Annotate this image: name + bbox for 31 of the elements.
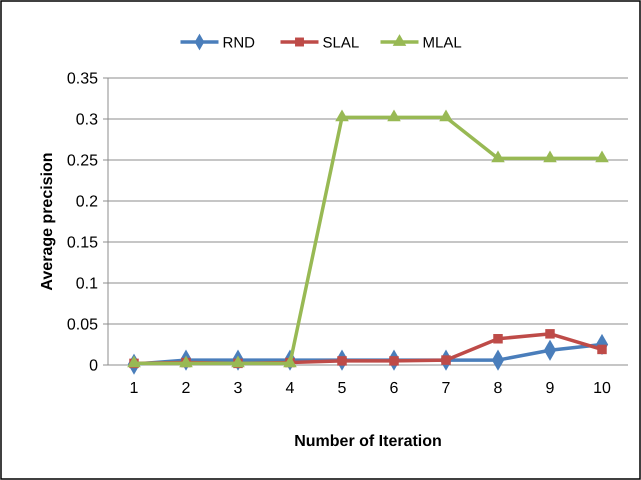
x-axis-title: Number of Iteration [294,433,442,450]
point [387,110,401,122]
y-tick-label: 0.15 [66,234,98,252]
legend-label: SLAL [322,34,360,52]
y-tick-label: 0.35 [66,70,98,88]
point [543,150,557,162]
x-tick-label: 8 [494,380,503,397]
x-tick-label: 6 [390,380,399,397]
x-tick-label: 7 [442,380,451,397]
y-tick-label: 0.25 [66,152,98,170]
point [491,150,505,162]
y-axis-title: Average precision [39,152,56,291]
x-tick-label: 3 [234,380,243,397]
y-tick-label: 0.1 [76,276,98,293]
y-tick-label: 0 [89,358,98,375]
x-tick-label: 5 [338,380,347,397]
point [335,110,349,122]
y-tick-label: 0.05 [66,316,98,334]
x-tick-label: 9 [546,380,555,397]
y-tick-label: 0.2 [76,194,98,211]
x-tick-label: 2 [182,380,191,397]
point [493,334,503,344]
point [595,150,609,162]
legend-label: RND [222,34,256,52]
legend-label: MLAL [422,34,462,52]
y-tick-label: 0.3 [76,112,98,129]
x-tick-label: 10 [593,380,611,397]
point [545,329,555,339]
x-tick-label: 4 [286,380,295,397]
point [439,110,453,122]
x-tick-label: 1 [130,380,139,397]
